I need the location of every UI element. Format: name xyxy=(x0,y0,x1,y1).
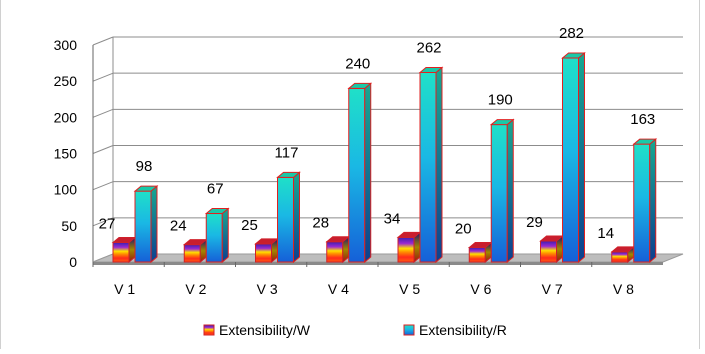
bar-front xyxy=(611,251,629,263)
bar-front xyxy=(326,241,344,263)
y-tick-label: 200 xyxy=(54,109,78,125)
y-tick-label: 100 xyxy=(54,182,78,198)
legend-label: Extensibility/W xyxy=(219,322,311,338)
bar-top xyxy=(489,119,515,126)
bar-front xyxy=(134,190,152,263)
data-label: 117 xyxy=(275,144,299,161)
bar-top xyxy=(632,138,658,145)
data-label: 20 xyxy=(455,221,472,238)
data-label: 163 xyxy=(630,111,655,128)
bar-front xyxy=(490,124,508,263)
bar-side xyxy=(364,82,372,264)
legend-label: Extensibility/R xyxy=(419,322,507,338)
bar-chart: 0 50 100 150 200 250 300 V 1 V 2 V 3 V 4 V 5 V 6 V 7 V… xyxy=(54,25,684,338)
data-label: 34 xyxy=(384,210,401,227)
data-label: 67 xyxy=(207,181,224,198)
bar-front xyxy=(348,87,366,263)
bar-front xyxy=(468,247,486,263)
legend-swatch xyxy=(403,324,415,336)
bar-top xyxy=(204,208,230,215)
bar-front xyxy=(540,240,557,263)
y-tick-label: 250 xyxy=(54,73,78,89)
y-tick-label: 300 xyxy=(54,37,78,53)
data-label: 25 xyxy=(241,217,258,234)
bar-side xyxy=(221,207,229,264)
bar-front xyxy=(112,241,130,263)
gridline-depth xyxy=(92,181,114,191)
bar-top xyxy=(276,171,301,178)
bar-top xyxy=(418,66,444,73)
bar-front xyxy=(397,236,415,263)
bar-top xyxy=(561,52,586,59)
bar-side xyxy=(150,185,158,264)
x-tick-label: V 7 xyxy=(542,281,563,297)
gridline-depth xyxy=(92,217,114,227)
y-tick-label: 150 xyxy=(54,146,78,162)
bar-side xyxy=(649,138,657,264)
data-label: 190 xyxy=(488,92,513,109)
data-label: 29 xyxy=(526,214,543,231)
legend-swatch xyxy=(203,324,215,336)
bar-front xyxy=(562,57,579,263)
bar-side xyxy=(293,171,300,264)
bar-front xyxy=(419,71,437,263)
data-label: 98 xyxy=(136,158,153,175)
x-tick-label: V 2 xyxy=(185,281,206,297)
bar-top xyxy=(347,82,373,89)
gridline-depth xyxy=(92,72,114,82)
x-tick-label: V 5 xyxy=(399,281,420,297)
chart-frame: 0 50 100 150 200 250 300 V 1 V 2 V 3 V 4 V 5 V 6 V 7 V… xyxy=(0,0,700,349)
chart-floor xyxy=(92,253,684,263)
gridline-depth xyxy=(92,145,114,154)
bar-front xyxy=(183,244,201,263)
x-tick-label: V 3 xyxy=(257,281,278,297)
bar-side xyxy=(578,51,585,264)
x-tick-label: V 8 xyxy=(613,281,634,297)
bar-side xyxy=(506,118,514,264)
x-tick-label: V 6 xyxy=(470,281,491,297)
bar-front xyxy=(205,213,223,263)
y-tick-label: 0 xyxy=(69,254,77,270)
data-label: 282 xyxy=(559,25,584,42)
bar-side xyxy=(435,66,443,264)
data-label: 28 xyxy=(312,215,329,232)
data-label: 262 xyxy=(416,39,441,56)
data-label: 14 xyxy=(597,225,614,242)
x-tick-label: V 4 xyxy=(328,281,349,297)
y-tick-label: 50 xyxy=(61,218,77,234)
x-tick-label: V 1 xyxy=(114,281,135,297)
bar-front xyxy=(633,143,651,263)
bar-front xyxy=(255,243,272,263)
gridline-depth xyxy=(92,108,114,118)
bar-front xyxy=(277,176,294,263)
data-label: 27 xyxy=(99,215,116,232)
data-label: 24 xyxy=(170,218,187,235)
data-label: 240 xyxy=(345,55,370,72)
gridline-depth xyxy=(92,36,114,46)
bar-top xyxy=(133,185,159,192)
